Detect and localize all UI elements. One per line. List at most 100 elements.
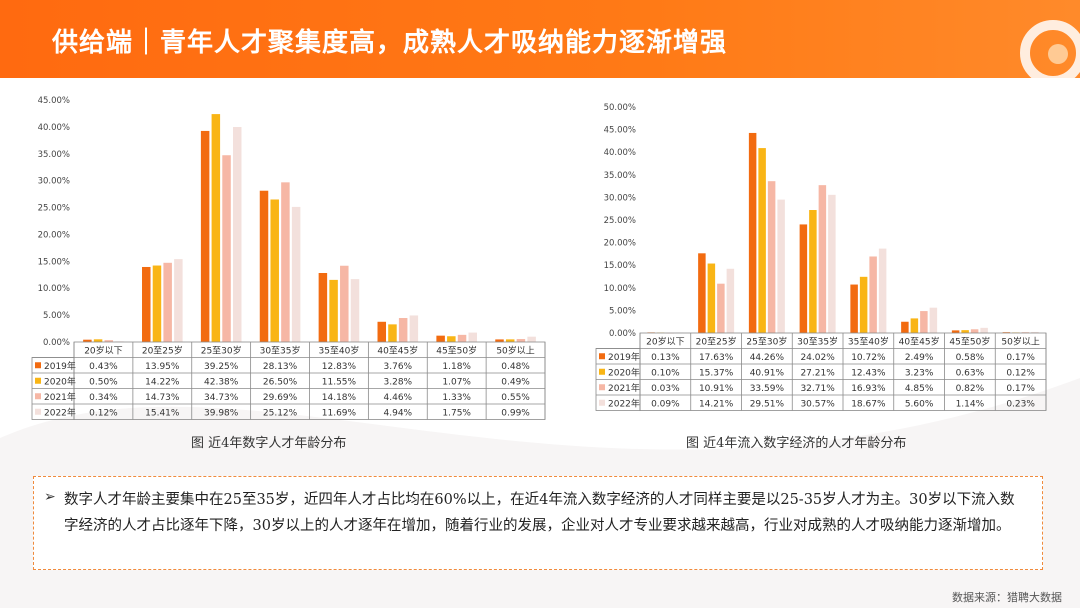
data-cell: 10.91% <box>699 384 734 394</box>
data-cell: 0.10% <box>651 369 680 379</box>
data-cell: 0.55% <box>501 393 530 403</box>
data-cell: 0.43% <box>89 362 118 372</box>
category-label: 20至25岁 <box>696 336 737 348</box>
legend-label: 2020年 <box>44 376 76 388</box>
decor-dot-icon <box>1048 44 1068 64</box>
bar-2021年-20至25岁 <box>163 262 172 342</box>
bar-2021年-25至30岁 <box>222 155 231 342</box>
y-tick-label: 15.00% <box>38 257 70 267</box>
legend-swatch <box>35 408 41 415</box>
bar-2021年-30至35岁 <box>818 185 827 333</box>
bar-2020年-45至50岁 <box>447 336 456 342</box>
category-label: 20岁以下 <box>646 336 684 348</box>
chart-digital-talent-age: 0.00% 5.00% 10.00% 15.00% 20.00% 25.00% 30.00%… <box>31 96 546 420</box>
legend-swatch <box>599 368 605 375</box>
data-cell: 10.72% <box>851 353 886 363</box>
y-tick-label: 30.00% <box>38 177 70 187</box>
category-label: 20岁以下 <box>84 345 122 357</box>
y-tick-label: 20.00% <box>604 239 636 249</box>
bar-2021年-20至25岁 <box>717 283 725 333</box>
bar-2022年-30至35岁 <box>291 206 301 342</box>
y-tick-label: 25.00% <box>38 204 70 214</box>
bar-2020年-20至25岁 <box>707 263 716 333</box>
header-banner: 供给端｜青年人才聚集度高，成熟人才吸纳能力逐渐增强 <box>0 0 1080 78</box>
legend-swatch <box>599 353 605 360</box>
bar-2021年-50岁以上 <box>516 339 526 342</box>
data-cell: 15.41% <box>145 409 180 419</box>
data-cell: 39.25% <box>204 362 239 372</box>
page-title: 供给端｜青年人才聚集度高，成熟人才吸纳能力逐渐增强 <box>52 28 728 58</box>
data-cell: 0.09% <box>651 400 680 410</box>
bar-2022年-25至30岁 <box>777 199 785 333</box>
bar-2020年-30至35岁 <box>270 199 279 342</box>
bar-2019年-35至40岁 <box>850 284 858 333</box>
data-cell: 5.60% <box>905 400 934 410</box>
bar-2022年-50岁以上 <box>1031 331 1039 333</box>
bar-2019年-35至40岁 <box>318 273 328 342</box>
category-label: 30至35岁 <box>797 336 838 348</box>
legend-label: 2022年 <box>44 407 76 419</box>
data-cell: 0.12% <box>1006 369 1035 379</box>
bar-2021年-35至40岁 <box>340 265 349 342</box>
legend-swatch <box>35 393 41 400</box>
legend-swatch <box>35 362 41 369</box>
data-cell: 30.57% <box>800 400 835 410</box>
decor-ring-icon <box>1020 20 1080 78</box>
category-label: 35至40岁 <box>848 336 889 348</box>
y-tick-label: 30.00% <box>604 193 636 203</box>
data-cell: 0.82% <box>956 384 985 394</box>
data-cell: 15.37% <box>699 369 734 379</box>
data-cell: 25.12% <box>263 409 298 419</box>
bar-2019年-20至25岁 <box>142 266 151 342</box>
bar-2019年-20岁以下 <box>83 339 92 342</box>
bar-2020年-45至50岁 <box>961 330 969 333</box>
bar-2021年-45至50岁 <box>457 334 467 342</box>
data-cell: 4.46% <box>384 393 413 403</box>
y-tick-label: 0.00% <box>609 329 636 339</box>
bar-2022年-35至40岁 <box>878 248 887 333</box>
legend-label: 2021年 <box>608 382 640 394</box>
category-label: 20至25岁 <box>142 345 183 357</box>
bar-2021年-45至50岁 <box>970 329 979 333</box>
y-tick-label: 5.00% <box>609 306 636 316</box>
data-cell: 0.48% <box>501 362 530 372</box>
bar-2022年-45至50岁 <box>980 327 988 333</box>
bar-2019年-40至45岁 <box>901 321 909 333</box>
summary-box: ➢ 数字人才年龄主要集中在25至35岁，近四年人才占比均在60%以上，在近4年流… <box>33 476 1043 570</box>
legend-label: 2019年 <box>608 351 640 363</box>
bar-2019年-50岁以上 <box>495 339 504 342</box>
bar-2021年-20岁以下 <box>104 340 114 342</box>
data-cell: 3.28% <box>384 378 413 388</box>
data-cell: 0.63% <box>956 369 985 379</box>
data-cell: 40.91% <box>750 369 785 379</box>
data-cell: 39.98% <box>204 409 239 419</box>
bar-2022年-25至30岁 <box>232 126 242 342</box>
data-cell: 11.69% <box>322 409 357 419</box>
y-tick-label: 40.00% <box>604 148 636 158</box>
data-cell: 0.49% <box>501 378 530 388</box>
bar-2019年-40至45岁 <box>377 321 387 342</box>
bar-2020年-50岁以上 <box>505 339 515 342</box>
y-tick-label: 45.00% <box>38 96 70 106</box>
data-cell: 12.43% <box>851 369 886 379</box>
legend-label: 2021年 <box>44 391 76 403</box>
data-source: 数据来源：猎聘大数据 <box>952 591 1062 604</box>
data-cell: 34.73% <box>204 393 239 403</box>
bar-2021年-40至45岁 <box>920 311 928 333</box>
data-cell: 0.03% <box>651 384 680 394</box>
y-tick-label: 10.00% <box>604 284 636 294</box>
bar-2020年-35至40岁 <box>859 276 868 333</box>
data-cell: 0.17% <box>1006 384 1035 394</box>
y-tick-label: 40.00% <box>38 123 70 133</box>
bar-2021年-30至35岁 <box>281 182 290 342</box>
bar-2020年-20至25岁 <box>152 265 162 342</box>
y-tick-label: 25.00% <box>604 216 636 226</box>
data-cell: 0.13% <box>651 353 680 363</box>
bar-2020年-40至45岁 <box>388 324 397 342</box>
bar-2022年-45至50岁 <box>468 332 477 342</box>
category-label: 40至45岁 <box>899 336 940 348</box>
data-cell: 14.21% <box>699 400 734 410</box>
legend-swatch <box>599 399 605 406</box>
bar-2019年-45至50岁 <box>436 335 445 342</box>
bar-2020年-40至45岁 <box>910 318 919 333</box>
